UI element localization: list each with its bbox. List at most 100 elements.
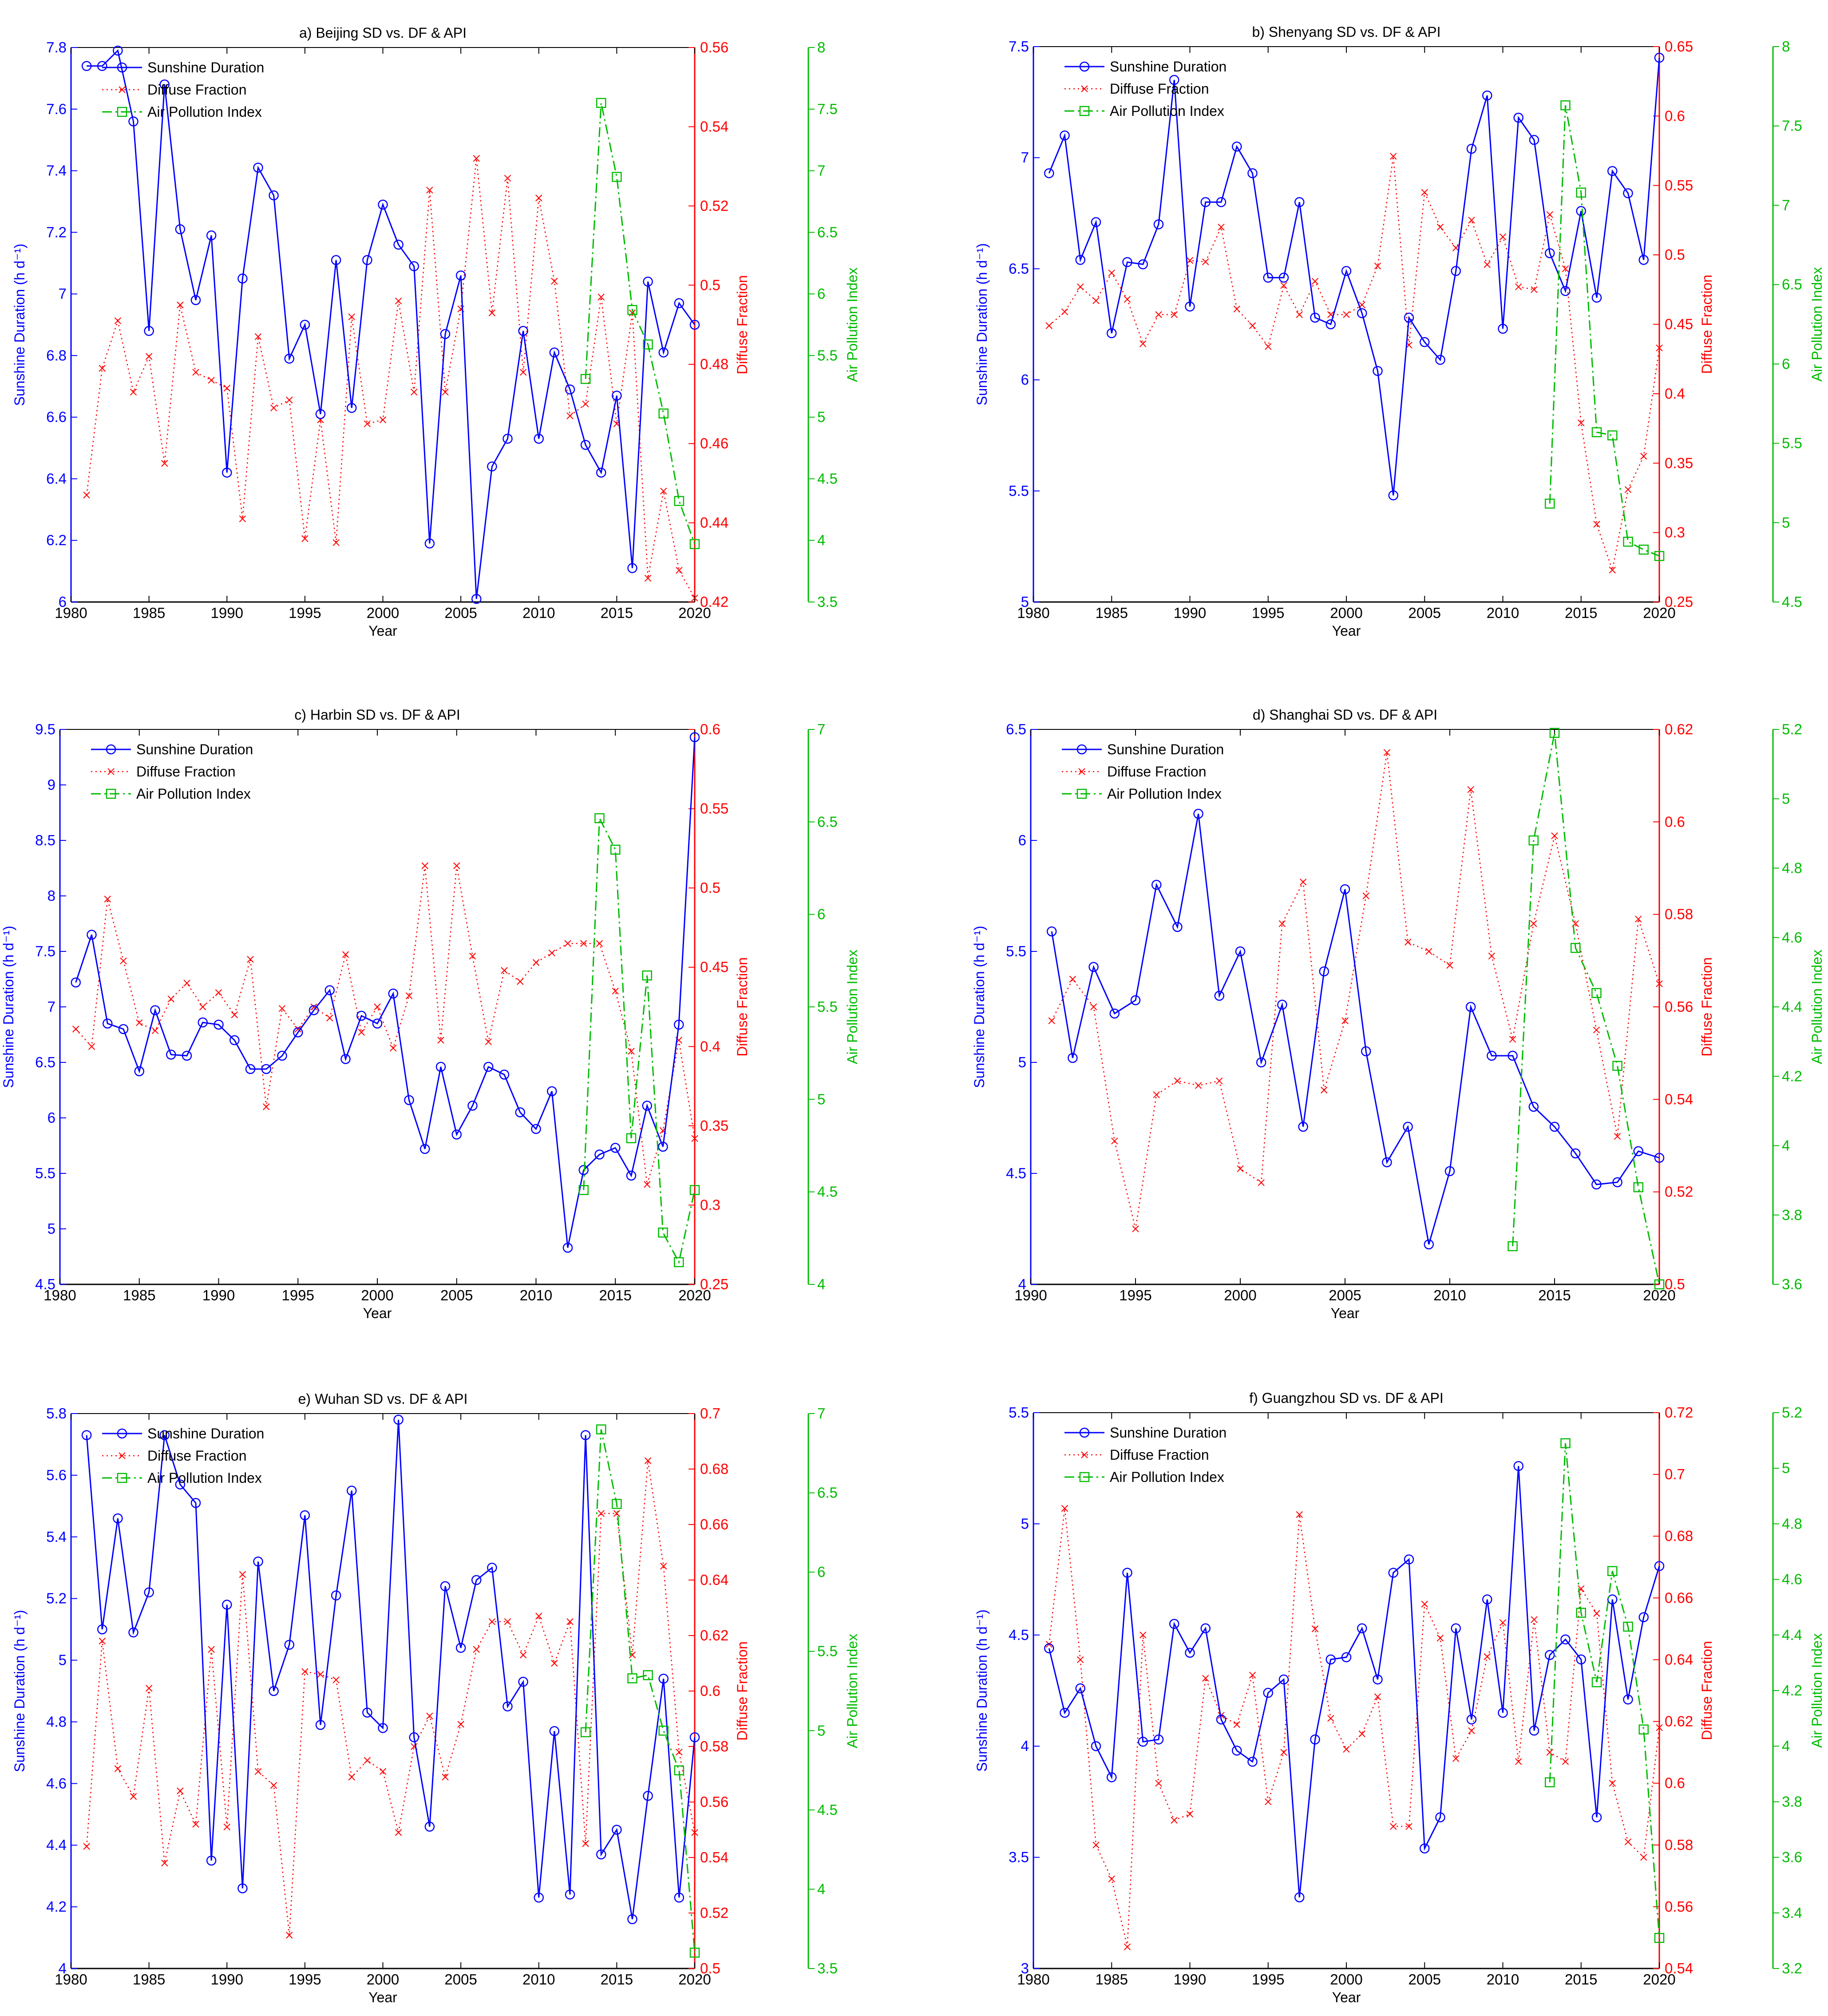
df-point-stroke xyxy=(644,574,652,582)
df-point xyxy=(1296,311,1303,318)
df-point xyxy=(1499,1619,1507,1626)
df-series-line xyxy=(1049,156,1660,572)
x-tick-label: 1980 xyxy=(44,1287,76,1303)
df-point xyxy=(1216,1077,1223,1085)
df-point-stroke xyxy=(488,1618,496,1625)
sd-tick-label: 3 xyxy=(1021,1960,1029,1976)
df-point-stroke xyxy=(167,995,174,1002)
df-point xyxy=(364,1757,371,1764)
sd-point xyxy=(594,1149,605,1160)
sd-point xyxy=(1294,1892,1305,1902)
df-point xyxy=(114,317,122,325)
df-point-stroke xyxy=(1171,311,1178,318)
df-point xyxy=(426,186,433,194)
df-tick-label: 0.66 xyxy=(700,1516,728,1533)
df-point-stroke xyxy=(1609,566,1616,574)
df-point-stroke xyxy=(1280,1749,1287,1756)
sd-point xyxy=(214,1019,224,1030)
df-point-stroke xyxy=(473,155,480,162)
api-tick-label: 6 xyxy=(1782,356,1790,372)
df-point-stroke xyxy=(1530,920,1537,927)
sd-point xyxy=(372,1018,383,1029)
df-point xyxy=(1640,1854,1647,1861)
sd-point xyxy=(1319,966,1329,977)
sd-point xyxy=(1357,308,1367,318)
api-tick-label: 5.5 xyxy=(817,1643,838,1660)
sd-point xyxy=(118,1024,129,1034)
df-point-stroke xyxy=(1421,1600,1428,1608)
df-point xyxy=(177,1787,184,1794)
df-point xyxy=(177,301,184,309)
df-point-stroke xyxy=(1265,343,1272,350)
df-point-stroke xyxy=(374,1003,381,1010)
df-point xyxy=(504,174,511,182)
x-tick-label: 2010 xyxy=(522,1971,555,1988)
sd-tick-label: 7.6 xyxy=(46,101,67,117)
sd-tick-label: 9.5 xyxy=(35,721,55,737)
df-tick-label: 0.5 xyxy=(700,277,720,293)
sd-point xyxy=(658,347,669,358)
df-point-stroke xyxy=(379,416,387,424)
df-point xyxy=(453,862,460,869)
api-tick-label: 4.4 xyxy=(1782,1627,1802,1643)
sd-point xyxy=(175,224,186,234)
sd-point xyxy=(580,440,591,450)
sd-point xyxy=(1151,879,1162,890)
df-point xyxy=(1624,486,1632,493)
df-point-stroke xyxy=(1488,952,1496,960)
x-tick-label: 2010 xyxy=(1433,1287,1466,1303)
df-point xyxy=(501,967,508,974)
sd-point xyxy=(1612,1177,1622,1188)
df-tick-label: 0.46 xyxy=(700,435,728,452)
sd-point xyxy=(440,329,451,339)
df-point xyxy=(294,1026,301,1033)
df-tick-label: 0.6 xyxy=(1665,107,1685,124)
sd-point xyxy=(71,977,81,988)
df-point xyxy=(1186,257,1194,264)
df-point xyxy=(535,194,542,202)
df-point-stroke xyxy=(517,978,524,985)
sd-point xyxy=(1122,1568,1132,1578)
sd-tick-label: 7.5 xyxy=(1009,38,1029,55)
sd-point xyxy=(1388,1568,1398,1578)
legend-api-marker xyxy=(106,788,116,799)
sd-point xyxy=(261,1064,271,1074)
df-point-stroke xyxy=(1186,257,1194,264)
df-point-stroke xyxy=(1249,322,1256,329)
df-point xyxy=(270,404,277,412)
api-tick-label: 7.5 xyxy=(1782,118,1802,134)
df-point-stroke xyxy=(136,1019,143,1026)
df-point-stroke xyxy=(691,1829,698,1836)
sd-point xyxy=(1420,337,1430,347)
sd-point xyxy=(1591,1179,1602,1190)
sd-point xyxy=(1424,1239,1434,1250)
sd-tick-label: 5.8 xyxy=(46,1405,67,1422)
df-point-stroke xyxy=(1280,282,1287,289)
api-tick-label: 6.5 xyxy=(817,224,838,240)
df-point-stroke xyxy=(1233,1721,1240,1728)
df-point xyxy=(254,1768,262,1775)
api-tick-label: 7 xyxy=(817,1405,825,1422)
sd-point xyxy=(1576,1654,1586,1665)
sd-point xyxy=(549,1726,560,1736)
legend-api-label: Air Pollution Index xyxy=(1107,786,1222,802)
df-point xyxy=(1202,1675,1209,1682)
sd-point xyxy=(1388,490,1398,501)
api-tick-label: 6 xyxy=(817,1564,825,1580)
df-point xyxy=(1171,311,1178,318)
df-point-stroke xyxy=(270,404,277,412)
x-axis-label: Year xyxy=(1331,1305,1360,1321)
sd-axis-label: Sunshine Duration (h d⁻¹) xyxy=(974,1609,990,1772)
df-point xyxy=(1233,1721,1240,1728)
df-point-stroke xyxy=(1265,1798,1272,1806)
df-point-stroke xyxy=(395,1829,402,1836)
df-point-stroke xyxy=(364,1757,371,1764)
sd-point xyxy=(1623,1694,1633,1705)
sd-point xyxy=(198,1017,208,1028)
df-point xyxy=(1069,975,1076,983)
sd-point xyxy=(315,1720,326,1730)
df-point xyxy=(1358,1730,1365,1738)
chart-5: e) Wuhan SD vs. DF & API 1980 1985 1990 1995… xyxy=(12,1391,860,2005)
sd-point xyxy=(1633,1146,1644,1157)
df-point-stroke xyxy=(1092,297,1100,305)
